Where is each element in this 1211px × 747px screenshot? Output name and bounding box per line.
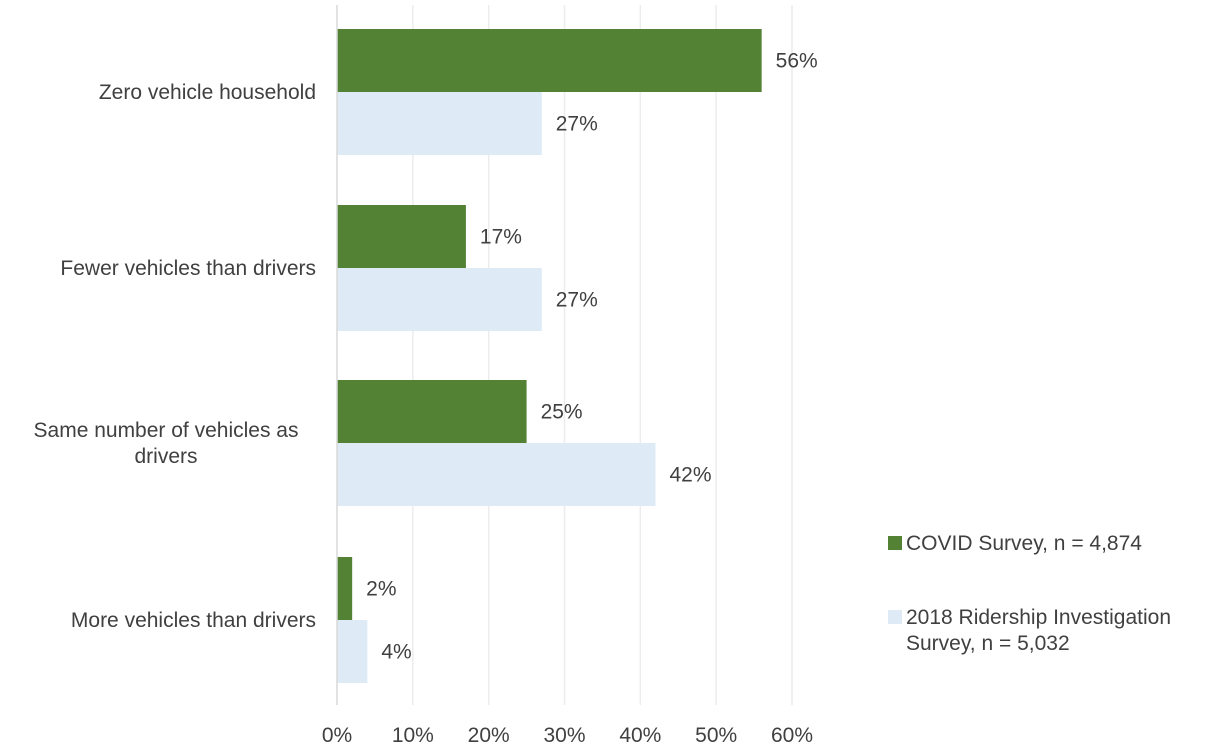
bar xyxy=(337,380,527,443)
data-label: 27% xyxy=(556,289,598,312)
category-label: Same number of vehicles as drivers xyxy=(34,419,299,468)
legend-label: COVID Survey, n = 4,874 xyxy=(906,532,1142,555)
bar xyxy=(337,92,542,155)
bar xyxy=(337,557,353,620)
data-label: 2% xyxy=(366,578,396,601)
data-label: 56% xyxy=(776,50,818,73)
legend-label: 2018 Ridership Investigation Survey, n = … xyxy=(906,606,1171,655)
x-tick-label: 60% xyxy=(771,724,813,747)
category-label: More vehicles than drivers xyxy=(71,609,316,632)
x-tick-label: 50% xyxy=(695,724,737,747)
x-tick-label: 30% xyxy=(543,724,585,747)
category-labels: Zero vehicle household Fewer vehicles tha… xyxy=(34,81,316,632)
legend: COVID Survey, n = 4,874 2018 Ridership In… xyxy=(888,532,1171,655)
category-label: Zero vehicle household xyxy=(99,81,316,104)
tick-labels: 0% 10% 20% 30% 40% 50% 60% xyxy=(322,724,813,747)
data-label: 4% xyxy=(381,641,411,664)
data-label: 25% xyxy=(541,401,583,424)
category-label: Fewer vehicles than drivers xyxy=(60,257,316,280)
legend-swatch xyxy=(888,610,902,624)
bars xyxy=(337,29,762,683)
data-label: 27% xyxy=(556,113,598,136)
legend-swatch xyxy=(888,536,902,550)
x-tick-label: 40% xyxy=(619,724,661,747)
x-tick-label: 10% xyxy=(392,724,434,747)
bar xyxy=(337,29,762,92)
bar xyxy=(337,443,656,506)
data-label: 17% xyxy=(480,226,522,249)
data-labels: 56% 17% 25% 2% 27% 27% 42% 4% xyxy=(366,50,818,664)
bar xyxy=(337,620,368,683)
data-label: 42% xyxy=(670,464,712,487)
x-tick-label: 0% xyxy=(322,724,352,747)
bar xyxy=(337,268,542,331)
bar xyxy=(337,205,466,268)
x-tick-label: 20% xyxy=(468,724,510,747)
